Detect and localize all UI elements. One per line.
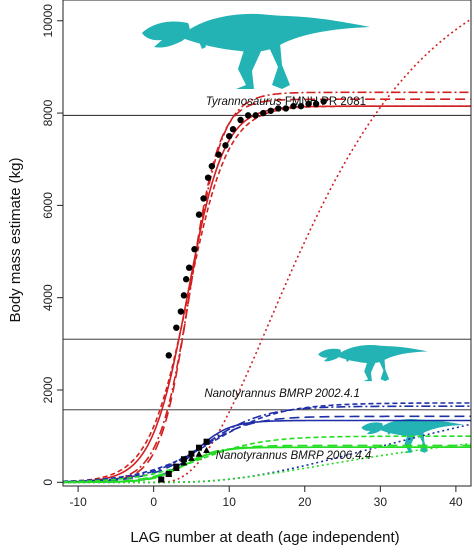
tyrannosaurus-silhouette [142,13,370,89]
data-point-square-4 [188,450,195,457]
fit-curve-2 [63,91,471,483]
data-point-circle-23 [297,102,305,110]
data-points [157,98,327,483]
data-point-circle-11 [215,151,222,158]
y-tick-label: 6000 [41,192,55,219]
data-point-circle-20 [275,105,282,112]
x-tick-label: 10 [223,495,237,509]
x-axis-title: LAG number at death (age independent) [130,529,399,546]
data-point-circle-3 [180,292,188,299]
data-point-circle-22 [290,102,297,110]
data-point-circle-21 [282,105,290,112]
data-point-triangle-4 [188,454,195,461]
data-point-circle-24 [305,100,312,108]
x-tick-label: 40 [449,495,463,509]
fit-curve-11 [63,444,471,483]
nanotyrannus-2002-silhouette [318,345,428,382]
data-point-circle-9 [204,174,212,181]
data-point-circle-0 [165,352,172,359]
data-point-triangle-2 [172,464,180,472]
data-point-circle-5 [185,264,193,271]
fit-curve-7 [63,405,471,483]
data-point-circle-18 [260,109,267,117]
silhouette-group [142,13,464,453]
data-point-circle-19 [267,107,274,114]
fit-curve-12 [63,446,471,484]
annotations: Tyrannosaurus FMNH PR 2081 Nanotyrannus B… [204,96,371,462]
data-point-circle-2 [177,308,185,315]
data-point-triangle-5 [195,450,203,457]
data-point-triangle-0 [157,475,165,483]
data-point-circle-13 [226,132,233,140]
x-tick-label: -10 [69,495,87,509]
x-tick-label: 0 [150,495,157,509]
data-point-triangle-1 [165,470,173,478]
annotation-tyrannosaurus: Tyrannosaurus FMNH PR 2081 [206,96,366,108]
data-point-circle-10 [208,162,216,170]
plot-frame [62,0,472,487]
data-point-circle-1 [173,324,180,331]
data-point-square-6 [203,438,210,445]
annotation-nano1: Nanotyrannus BMRP 2002.4.1 [204,388,360,400]
data-point-square-5 [196,444,202,451]
annotation-nano2: Nanotyrannus BMRP 2006.4.4 [216,450,372,462]
data-point-circle-14 [229,126,237,133]
data-point-circle-12 [222,142,229,149]
reference-lines [63,114,471,411]
data-point-circle-4 [182,276,190,283]
x-tick-label: 20 [298,495,312,509]
data-point-circle-15 [237,116,244,124]
fit-curve-13 [63,435,471,483]
y-axis-title: Body mass estimate (kg) [7,157,24,322]
data-point-circle-16 [244,112,252,119]
fit-curves [63,18,471,484]
data-point-triangle-3 [180,459,188,466]
data-point-square-3 [180,456,187,463]
fit-curve-8 [63,402,471,483]
y-tick-label: 0 [41,479,55,486]
data-point-circle-17 [252,112,259,119]
data-point-circle-6 [191,246,198,253]
fit-curve-4 [63,18,471,484]
axes: -10 0 10 20 30 40 0 2000 4000 6000 8000 10000 [41,0,472,509]
data-point-circle-7 [195,211,203,218]
y-tick-label: 4000 [41,284,55,311]
y-tick-label: 8000 [41,99,55,126]
y-tick-label: 10000 [41,4,55,38]
data-point-circle-8 [200,195,207,202]
data-point-circle-26 [320,98,327,105]
x-tick-label: 30 [374,495,388,509]
data-point-triangle-6 [203,446,210,454]
y-tick-label: 2000 [41,376,55,403]
data-point-circle-25 [312,100,320,108]
fit-curve-3 [63,105,471,483]
